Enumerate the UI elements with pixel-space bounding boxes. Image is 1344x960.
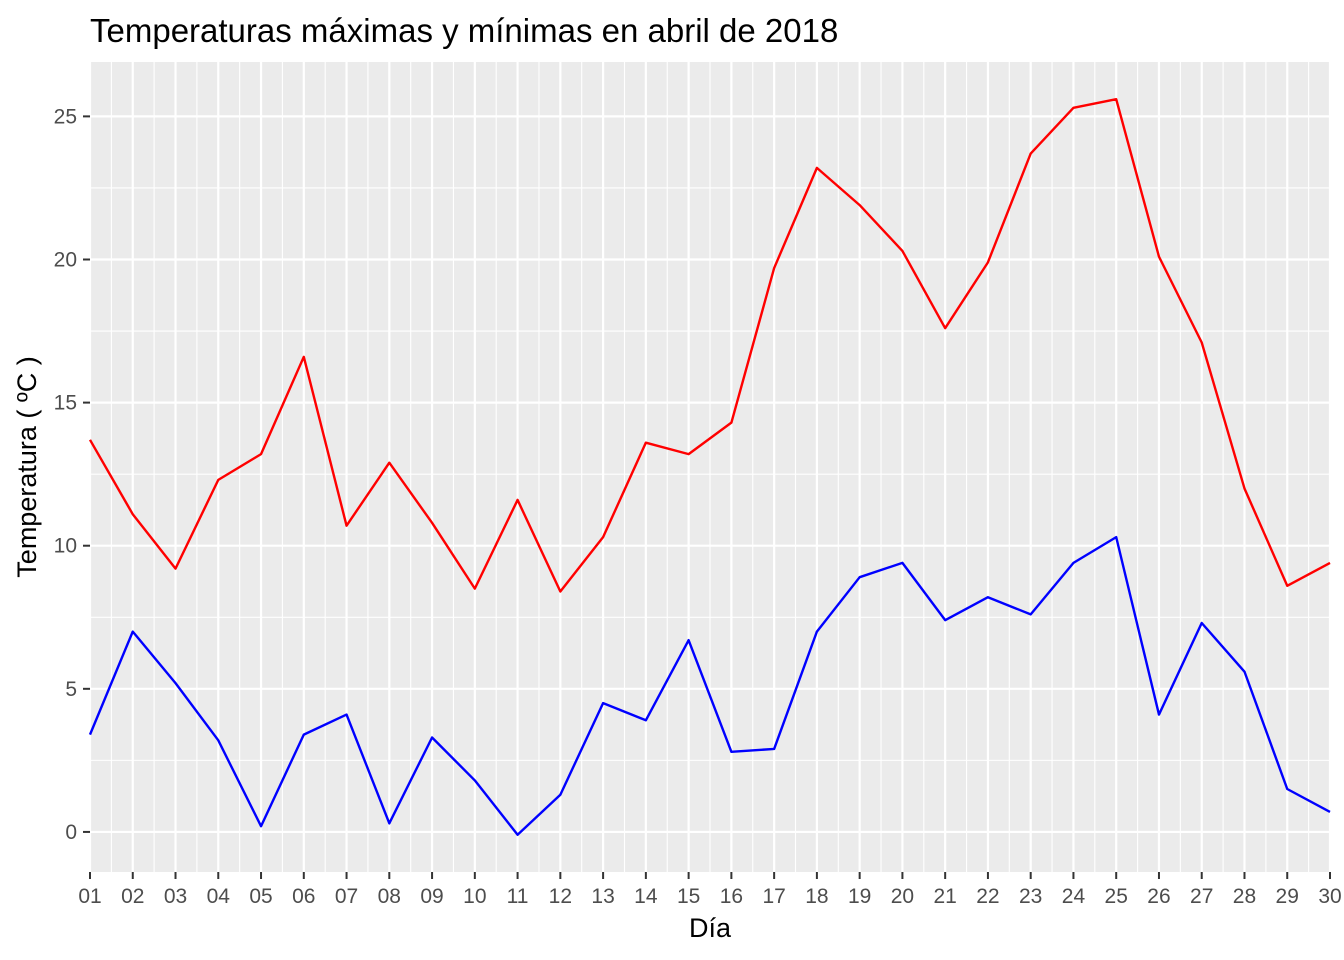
x-tick-label: 27 bbox=[1190, 885, 1213, 908]
x-tick-label: 24 bbox=[1062, 885, 1086, 908]
x-tick-label: 05 bbox=[249, 885, 272, 908]
x-tick-label: 30 bbox=[1318, 885, 1341, 908]
x-tick-label: 26 bbox=[1147, 885, 1170, 908]
x-tick-label: 21 bbox=[933, 885, 956, 908]
y-tick-label: 20 bbox=[54, 248, 77, 271]
x-axis-title: Día bbox=[689, 913, 732, 943]
y-tick-label: 25 bbox=[54, 105, 77, 128]
series-line-red bbox=[88, 98, 1331, 593]
x-tick-label: 18 bbox=[805, 885, 828, 908]
y-tick-label: 0 bbox=[65, 821, 77, 844]
x-tick-label: 04 bbox=[207, 885, 231, 908]
x-tick-label: 22 bbox=[976, 885, 999, 908]
x-tick-label: 19 bbox=[848, 885, 871, 908]
x-tick-label: 12 bbox=[549, 885, 572, 908]
x-tick-label: 02 bbox=[121, 885, 144, 908]
x-tick-label: 09 bbox=[420, 885, 443, 908]
x-tick-label: 14 bbox=[634, 885, 658, 908]
x-tick-label: 13 bbox=[591, 885, 614, 908]
chart-title: Temperaturas máximas y mínimas en abril … bbox=[90, 12, 838, 49]
x-tick-label: 03 bbox=[164, 885, 187, 908]
y-tick-label: 5 bbox=[65, 678, 77, 701]
series-line-blue bbox=[88, 535, 1331, 836]
minor-gridlines bbox=[90, 62, 1330, 872]
x-tick-label: 01 bbox=[78, 885, 101, 908]
x-tick-label: 08 bbox=[378, 885, 401, 908]
x-tick-label: 16 bbox=[720, 885, 743, 908]
x-tick-label: 15 bbox=[677, 885, 700, 908]
major-gridlines bbox=[88, 62, 1332, 872]
y-tick-label: 15 bbox=[54, 392, 77, 415]
x-tick-label: 20 bbox=[891, 885, 914, 908]
x-tick-label: 11 bbox=[507, 885, 529, 908]
y-axis: 0 5 10 15 20 25 bbox=[54, 105, 90, 844]
x-tick-label: 06 bbox=[292, 885, 315, 908]
x-tick-label: 23 bbox=[1019, 885, 1042, 908]
y-tick-label: 10 bbox=[54, 535, 77, 558]
x-tick-label: 29 bbox=[1276, 885, 1299, 908]
x-axis: 01 02 03 04 05 06 07 08 09 10 11 12 13 14 15 16 17 18 19 20… bbox=[78, 872, 1342, 908]
series-layer bbox=[88, 98, 1331, 836]
x-tick-label: 28 bbox=[1233, 885, 1256, 908]
x-tick-label: 07 bbox=[335, 885, 358, 908]
y-axis-title: Temperatura ( ºC ) bbox=[12, 356, 42, 577]
x-tick-label: 25 bbox=[1105, 885, 1128, 908]
x-tick-label: 17 bbox=[762, 885, 785, 908]
x-tick-label: 10 bbox=[463, 885, 486, 908]
